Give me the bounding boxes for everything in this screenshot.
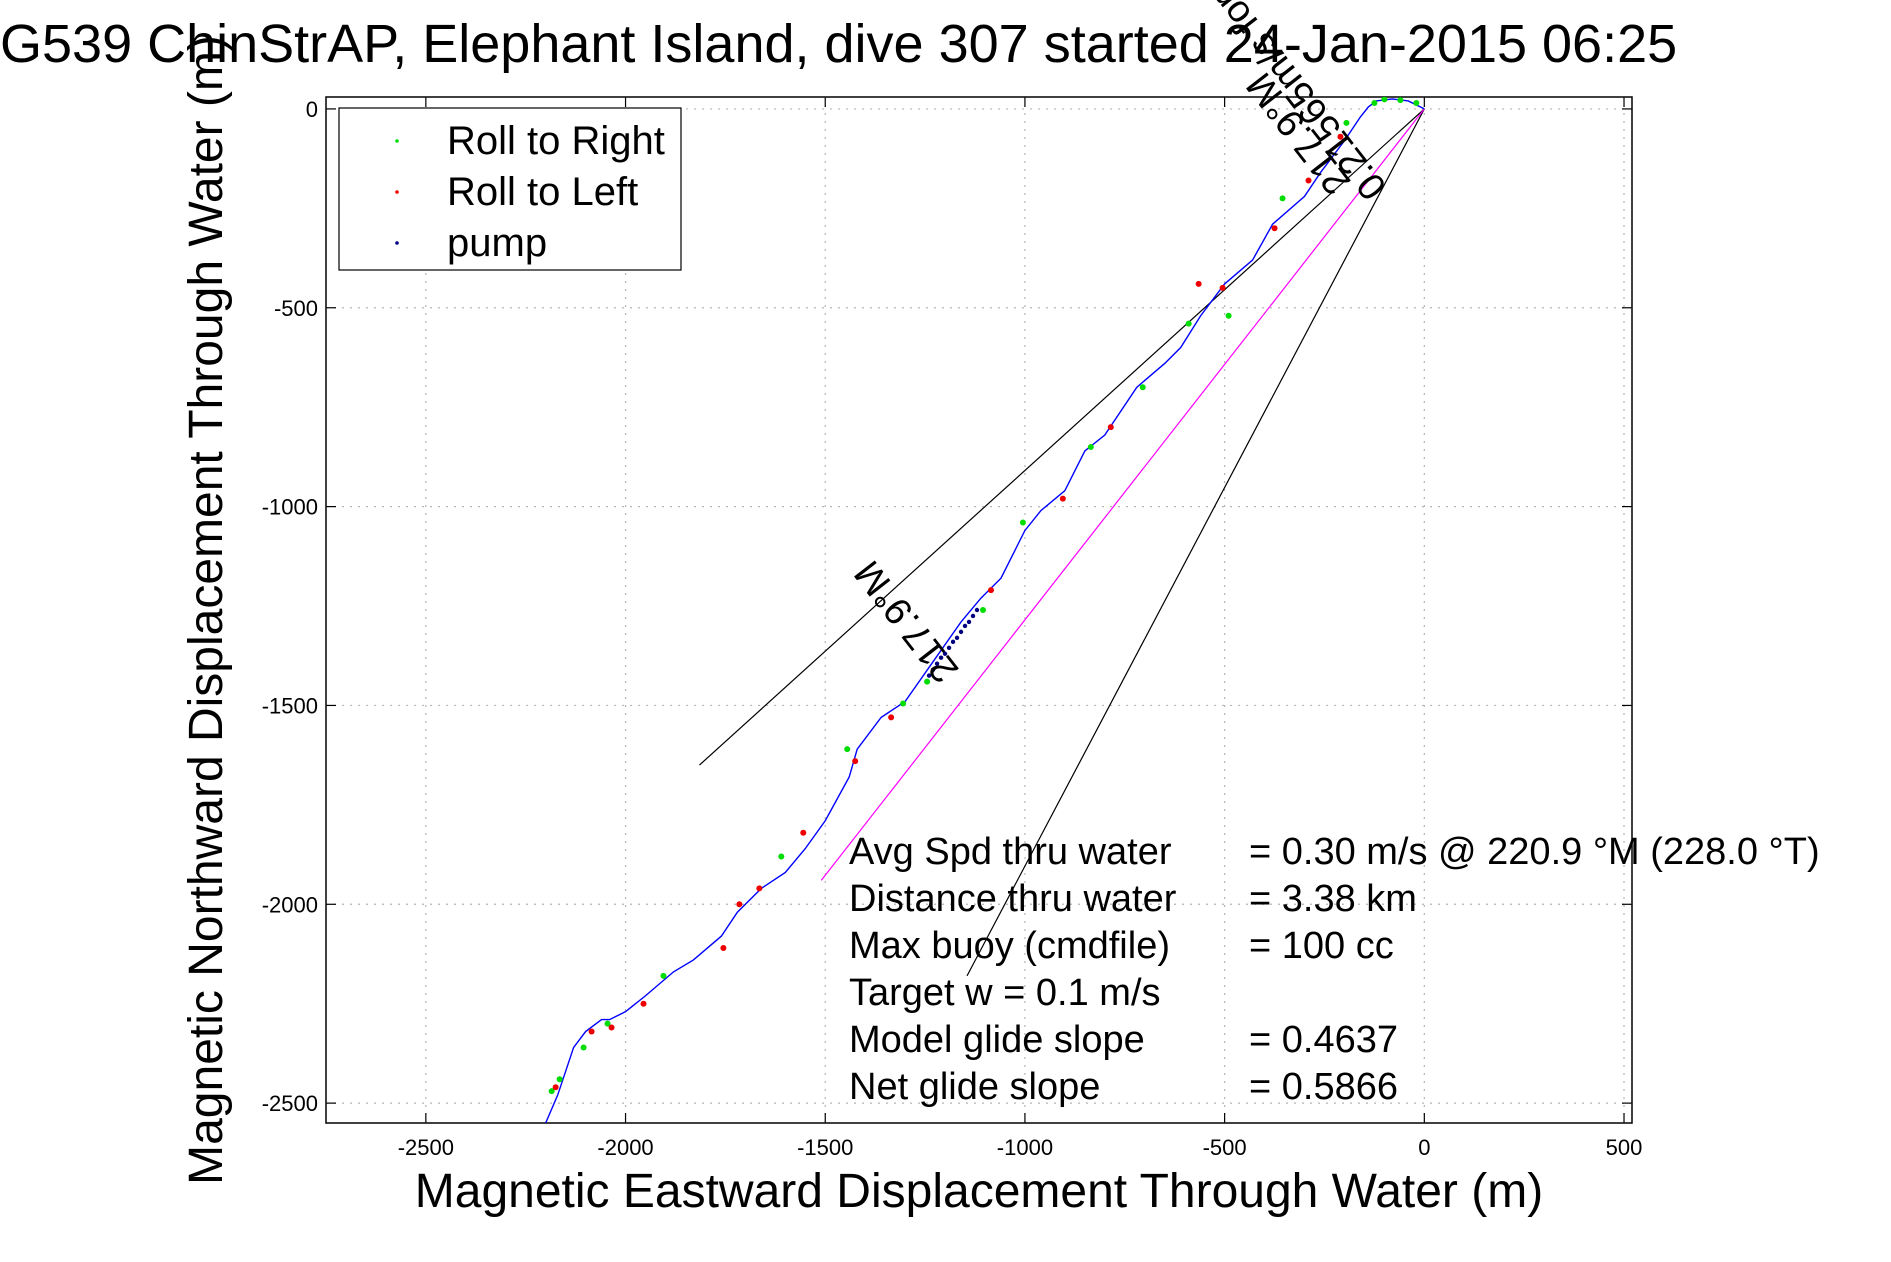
roll-left-point bbox=[1195, 280, 1202, 287]
y-axis-label: Magnetic Northward Displacement Through … bbox=[180, 35, 233, 1185]
roll-left-point bbox=[1107, 424, 1114, 431]
grid-x bbox=[425, 97, 1625, 1123]
roll-left-point bbox=[1305, 177, 1312, 184]
pump-point bbox=[934, 661, 940, 666]
reference-line-line-b bbox=[966, 108, 1425, 977]
info-label-max-buoy: Max buoy (cmdfile) bbox=[849, 925, 1170, 967]
roll-right-point bbox=[1397, 97, 1404, 104]
roll-right-point bbox=[924, 678, 931, 685]
y-axis-ticks: 0 -500 -1000 -1500 -2000 -2500 bbox=[262, 97, 1632, 1116]
pump-point bbox=[950, 639, 956, 645]
x-tick-label: -2500 bbox=[398, 1135, 454, 1160]
roll-left-point bbox=[888, 714, 895, 721]
roll-left-point bbox=[720, 945, 727, 952]
info-label-distance: Distance thru water bbox=[849, 878, 1177, 920]
roll-right-point bbox=[1413, 99, 1420, 106]
roll-right-point bbox=[580, 1044, 587, 1051]
legend-label-pump: pump bbox=[447, 221, 547, 265]
roll-right-point bbox=[1381, 97, 1388, 103]
x-tick-label: 0 bbox=[1418, 1135, 1430, 1160]
glider-track-line bbox=[545, 98, 1425, 1123]
x-axis-ticks: -2500 -2000 -1500 -1000 -500 0 500 bbox=[398, 97, 1643, 1160]
y-tick-label: -1000 bbox=[262, 495, 318, 520]
pump-markers bbox=[926, 607, 980, 678]
pump-point bbox=[946, 645, 952, 650]
x-tick-label: -500 bbox=[1203, 1135, 1247, 1160]
roll-right-markers bbox=[548, 97, 1420, 1095]
y-tick-label: -2000 bbox=[262, 892, 318, 917]
x-tick-label: -1500 bbox=[797, 1135, 853, 1160]
info-value-max-buoy: = 100 cc bbox=[1249, 925, 1394, 967]
info-label-model-glide: Model glide slope bbox=[849, 1019, 1145, 1061]
pump-point bbox=[954, 635, 960, 641]
roll-left-point bbox=[852, 758, 859, 765]
info-value-avg-speed: = 0.30 m/s @ 220.9 °M (228.0 °T) bbox=[1249, 831, 1820, 873]
roll-left-point bbox=[736, 901, 743, 908]
pump-point bbox=[962, 623, 968, 629]
roll-left-markers bbox=[552, 133, 1344, 1091]
pump-point bbox=[958, 629, 964, 635]
x-tick-label: 500 bbox=[1606, 1135, 1643, 1160]
reference-line-mean-vector bbox=[820, 108, 1425, 881]
roll-left-point bbox=[987, 587, 994, 594]
roll-right-point bbox=[1087, 443, 1094, 450]
legend: Roll to Right Roll to Left pump bbox=[338, 107, 682, 271]
roll-right-point bbox=[900, 700, 907, 707]
roll-right-point bbox=[1185, 320, 1192, 327]
info-label-net-glide: Net glide slope bbox=[849, 1066, 1100, 1108]
pump-point bbox=[966, 619, 972, 625]
legend-marker-roll-right bbox=[395, 139, 399, 143]
x-tick-label: -2000 bbox=[597, 1135, 653, 1160]
roll-right-point bbox=[1139, 384, 1146, 391]
pump-point bbox=[926, 673, 932, 678]
pump-point bbox=[942, 651, 948, 656]
roll-left-point bbox=[588, 1028, 595, 1035]
roll-right-point bbox=[1371, 99, 1378, 106]
roll-right-point bbox=[1225, 312, 1232, 319]
reference-lines bbox=[699, 108, 1425, 977]
roll-left-point bbox=[608, 1024, 615, 1031]
y-tick-label: -2500 bbox=[262, 1091, 318, 1116]
info-value-distance: = 3.38 km bbox=[1249, 878, 1417, 920]
x-tick-label: -1000 bbox=[997, 1135, 1053, 1160]
legend-marker-roll-left bbox=[395, 190, 399, 194]
roll-right-point bbox=[1019, 519, 1026, 526]
chart-title: G539 ChinStrAP, Elephant Island, dive 30… bbox=[0, 14, 1677, 74]
roll-left-point bbox=[1271, 225, 1278, 232]
legend-label-roll-left: Roll to Left bbox=[447, 170, 638, 214]
y-tick-label: -500 bbox=[274, 296, 318, 321]
legend-label-roll-right: Roll to Right bbox=[447, 119, 665, 163]
roll-right-point bbox=[979, 607, 986, 613]
roll-left-point bbox=[1059, 495, 1066, 502]
roll-right-point bbox=[1343, 119, 1350, 126]
reference-line-line-a bbox=[699, 108, 1425, 766]
y-tick-label: 0 bbox=[306, 97, 318, 122]
info-label-target-w: Target w = 0.1 m/s bbox=[849, 972, 1161, 1014]
roll-right-point bbox=[604, 1020, 611, 1027]
info-value-net-glide: = 0.5866 bbox=[1249, 1066, 1398, 1108]
roll-right-point bbox=[660, 972, 667, 979]
roll-left-point bbox=[552, 1084, 559, 1091]
pump-point bbox=[974, 607, 980, 613]
y-tick-label: -1500 bbox=[262, 693, 318, 718]
pump-point bbox=[938, 655, 944, 660]
legend-marker-pump bbox=[395, 241, 399, 245]
pump-point bbox=[970, 613, 976, 619]
info-label-avg-speed: Avg Spd thru water bbox=[849, 831, 1172, 873]
x-axis-label: Magnetic Eastward Displacement Through W… bbox=[415, 1165, 1543, 1218]
roll-left-point bbox=[1219, 284, 1226, 291]
roll-right-point bbox=[1279, 195, 1286, 202]
roll-right-point bbox=[556, 1076, 563, 1083]
info-value-model-glide: = 0.4637 bbox=[1249, 1019, 1398, 1061]
info-block: Avg Spd thru water = 0.30 m/s @ 220.9 °M… bbox=[849, 831, 1820, 1108]
roll-left-point bbox=[640, 1000, 647, 1007]
pump-point bbox=[930, 667, 936, 672]
roll-left-point bbox=[756, 885, 763, 892]
roll-right-point bbox=[778, 853, 785, 860]
roll-left-point bbox=[800, 829, 807, 836]
roll-right-point bbox=[844, 746, 851, 753]
roll-left-point bbox=[1337, 133, 1344, 140]
roll-right-point bbox=[548, 1088, 555, 1095]
